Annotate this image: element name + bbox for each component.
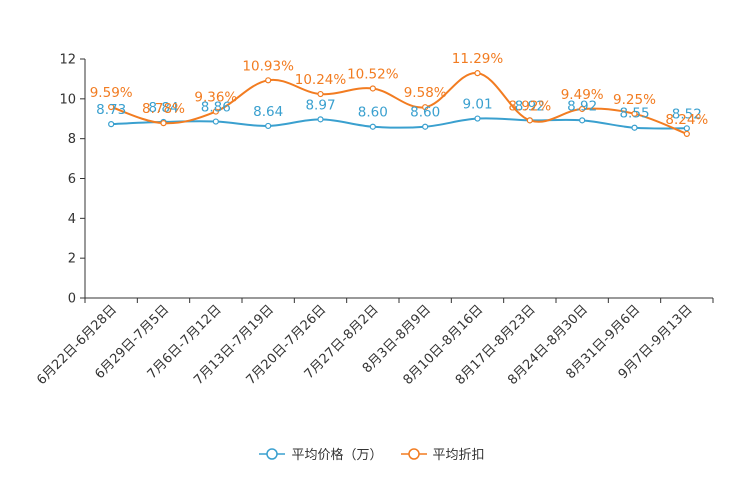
data-label: 9.36% (194, 90, 237, 106)
data-label: 8.86 (201, 100, 231, 116)
data-label: 10.24% (295, 72, 347, 88)
y-tick-label: 4 (68, 212, 76, 227)
data-point[interactable] (422, 104, 429, 111)
data-label: 8.92 (567, 98, 597, 114)
data-label: 8.92% (508, 98, 551, 114)
data-point[interactable] (579, 105, 586, 113)
data-point[interactable] (265, 77, 272, 84)
data-label: 9.25% (613, 92, 656, 108)
legend-line-circle-icon (400, 447, 427, 460)
y-tick-label: 2 (68, 252, 76, 267)
data-label: 11.29% (452, 51, 504, 67)
series-line-0 (111, 117, 687, 130)
data-point[interactable] (108, 103, 115, 111)
data-point[interactable] (317, 90, 324, 98)
data-label: 8.84 (148, 100, 178, 116)
data-labels: 8.73 8.84 8.86 8.64 8.97 8.60 8.609.01 8.92 8.92… (90, 51, 709, 128)
data-label: 9.01 (462, 97, 492, 113)
data-label: 9.59% (90, 85, 133, 101)
data-point[interactable] (526, 117, 533, 124)
legend: 平均价格（万） 平均折扣 (0, 444, 744, 463)
axes: 0246810126月22日-6月28日6月29日-7月5日7月6日-7月12日… (34, 53, 714, 388)
data-point[interactable] (579, 117, 586, 124)
data-point[interactable] (160, 120, 167, 127)
legend-item-avg-price[interactable]: 平均价格（万） (259, 444, 383, 463)
legend-item-avg-discount[interactable]: 平均折扣 (400, 444, 485, 463)
data-label: 10.52% (347, 66, 399, 82)
data-label: 8.78% (142, 101, 185, 117)
data-label: 8.55 (619, 106, 649, 122)
data-point[interactable] (265, 122, 272, 130)
data-label: 8.64 (253, 104, 283, 120)
y-tick-label: 10 (59, 92, 76, 107)
data-label: 10.93% (242, 58, 294, 74)
data-point[interactable] (474, 70, 481, 77)
legend-label-avg-price: 平均价格（万） (291, 448, 383, 463)
data-point[interactable] (369, 123, 376, 130)
data-label: 8.60 (410, 105, 440, 121)
data-point[interactable] (369, 85, 376, 92)
series-layer (108, 70, 690, 137)
y-tick-label: 0 (68, 292, 76, 307)
data-label: 8.73 (96, 102, 126, 118)
data-point[interactable] (108, 121, 115, 128)
data-label: 8.60 (358, 105, 388, 121)
data-point[interactable] (212, 118, 219, 125)
data-label: 9.58% (404, 85, 447, 101)
data-point[interactable] (422, 123, 429, 130)
legend-line-circle-icon (259, 447, 286, 460)
legend-label-avg-discount: 平均折扣 (432, 448, 485, 463)
y-tick-label: 8 (68, 132, 76, 147)
y-tick-label: 6 (68, 172, 76, 187)
data-label: 9.49% (561, 87, 604, 103)
data-point[interactable] (317, 116, 324, 123)
y-tick-label: 12 (59, 53, 76, 68)
data-label: 8.92 (515, 98, 545, 114)
data-label: 8.24% (665, 112, 708, 128)
data-point[interactable] (631, 110, 638, 117)
data-point[interactable] (212, 108, 219, 115)
data-point[interactable] (631, 124, 638, 131)
data-point[interactable] (683, 130, 690, 137)
data-label: 8.52 (672, 106, 702, 122)
data-point[interactable] (474, 115, 481, 122)
data-label: 8.97 (305, 97, 335, 113)
